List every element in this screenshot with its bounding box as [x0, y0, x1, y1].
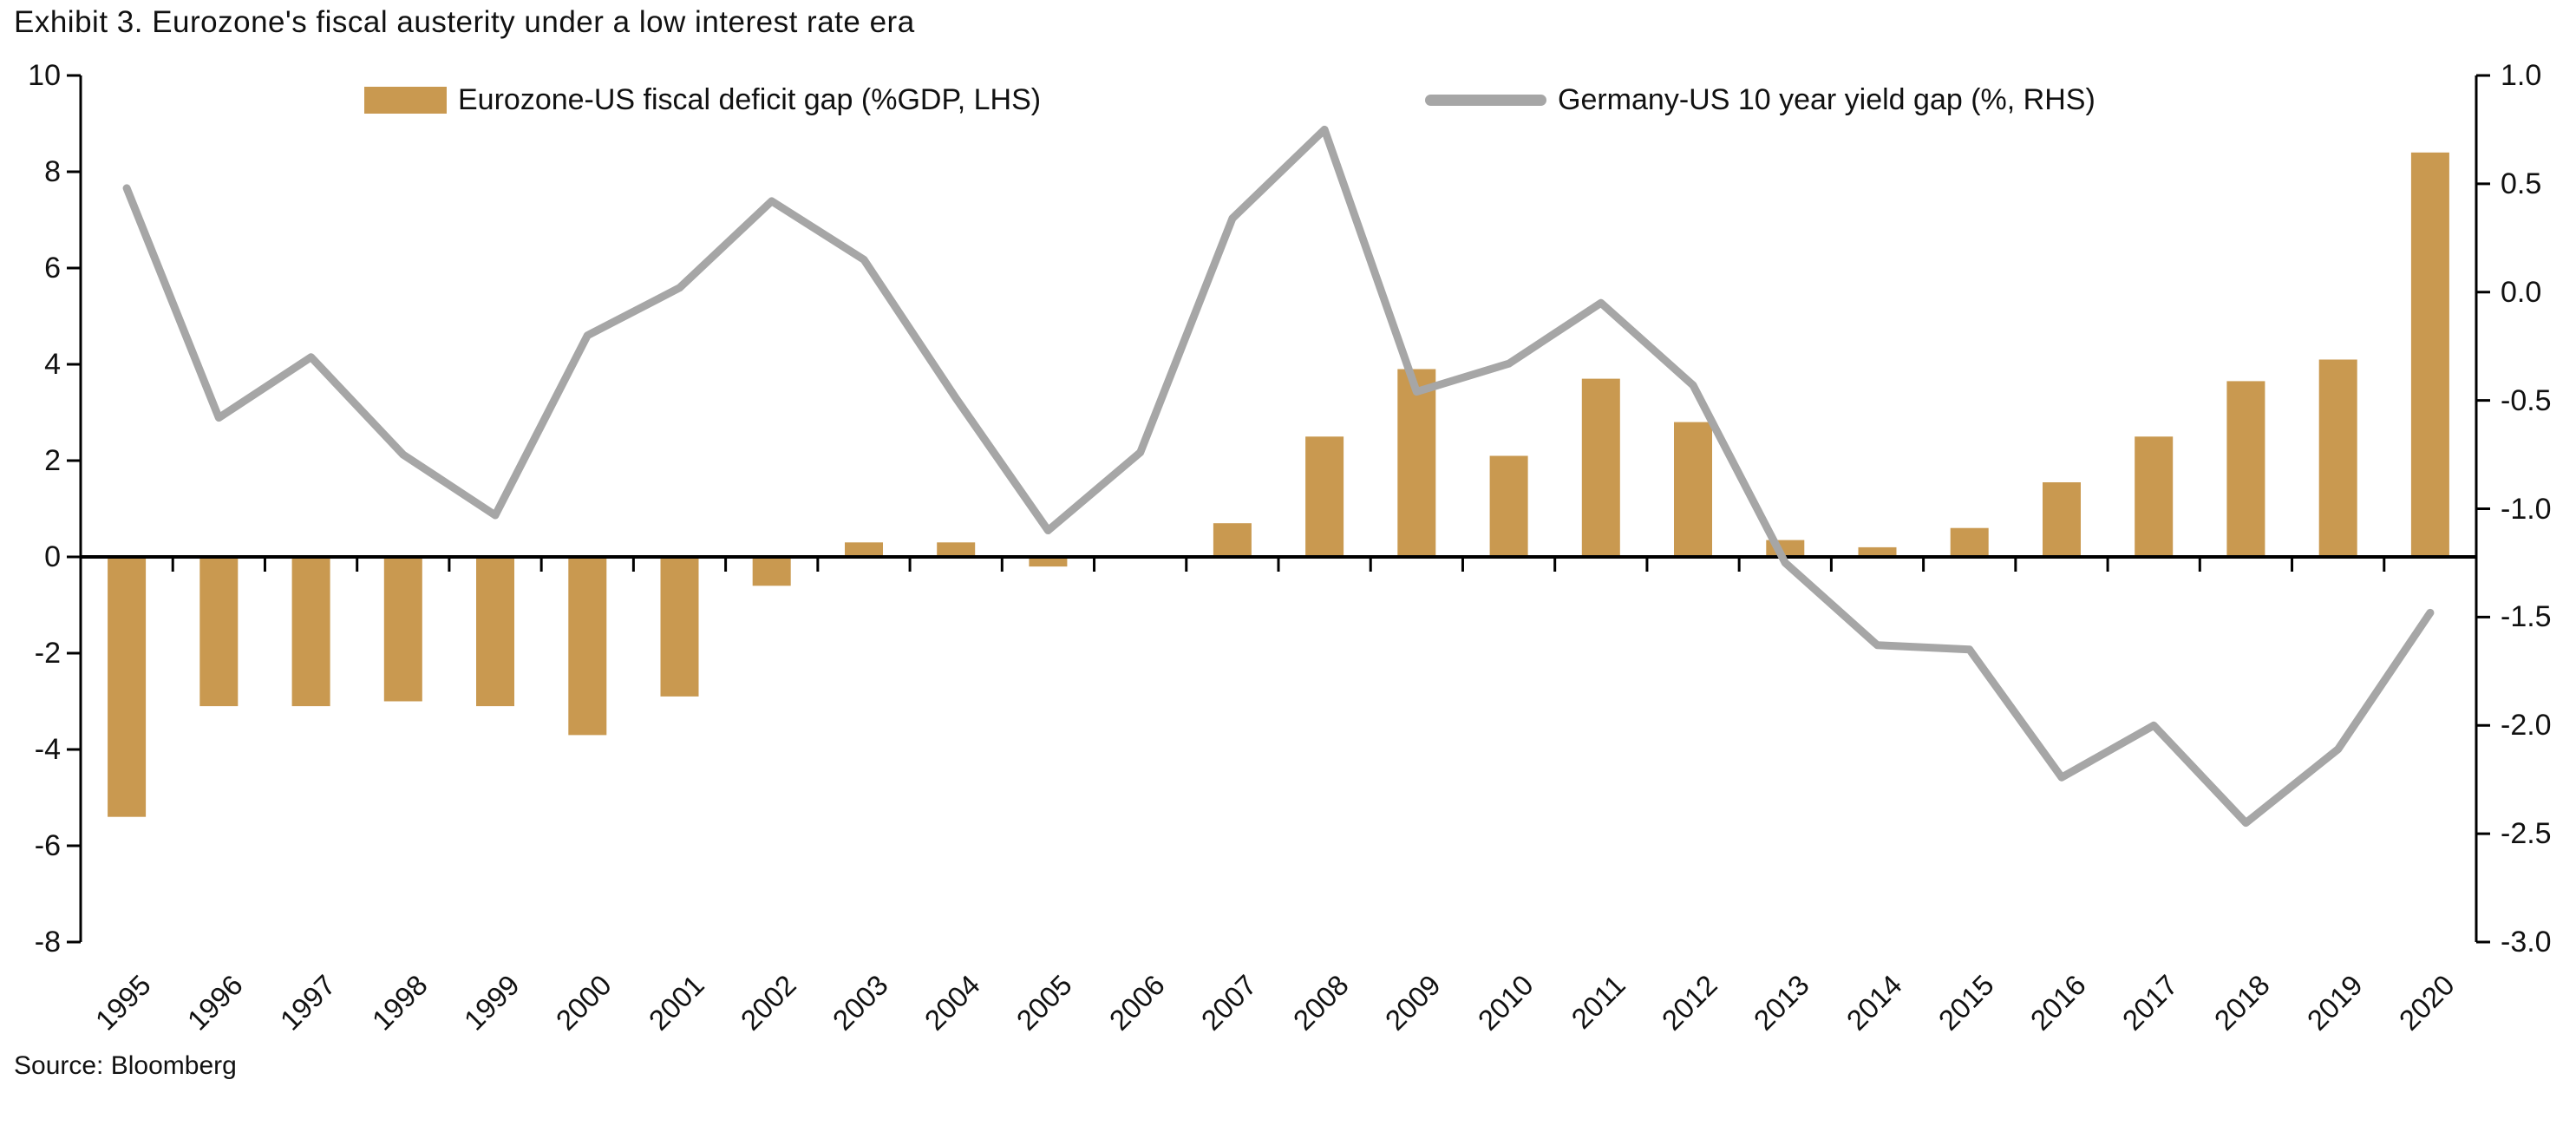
bar-1997 — [291, 557, 330, 707]
bar-1999 — [476, 557, 514, 707]
line-series-swatch-icon — [1425, 94, 1546, 106]
chart-title: Exhibit 3. Eurozone's fiscal austerity u… — [14, 5, 915, 39]
right-axis-label--2.0: -2.0 — [2501, 709, 2552, 743]
bar-1996 — [199, 557, 239, 707]
bar-2008 — [1305, 436, 1344, 558]
right-axis-label-1.0: 1.0 — [2501, 59, 2542, 92]
bar-2020 — [2410, 152, 2449, 558]
legend-entry-fiscal-gap: Eurozone-US fiscal deficit gap (%GDP, LH… — [364, 82, 1041, 118]
left-axis-label--8: -8 — [34, 926, 61, 959]
bar-2010 — [1489, 455, 1528, 558]
bar-2002 — [752, 557, 791, 586]
bar-2018 — [2226, 381, 2265, 557]
bar-2011 — [1581, 378, 1620, 557]
bar-2012 — [1674, 422, 1712, 557]
left-axis-label-4: 4 — [44, 348, 61, 381]
left-axis-label-8: 8 — [44, 155, 61, 188]
bar-series-swatch-icon — [364, 86, 447, 114]
left-axis-label-6: 6 — [44, 252, 61, 285]
bar-2007 — [1213, 523, 1252, 557]
source-note: Source: Bloomberg — [14, 1051, 237, 1080]
bar-2015 — [1950, 527, 1989, 557]
right-axis-label--2.5: -2.5 — [2501, 817, 2552, 851]
bar-1995 — [108, 557, 147, 817]
left-axis-label--2: -2 — [34, 637, 61, 670]
right-axis-label--1.0: -1.0 — [2501, 492, 2552, 526]
bar-2004 — [937, 542, 976, 557]
legend-label-yield-gap: Germany-US 10 year yield gap (%, RHS) — [1558, 82, 2095, 116]
bar-2001 — [660, 557, 699, 697]
right-axis-label-0.0: 0.0 — [2501, 275, 2542, 309]
legend-entry-yield-gap: Germany-US 10 year yield gap (%, RHS) — [1425, 82, 2095, 118]
left-axis-label-2: 2 — [44, 444, 61, 477]
right-axis-label--3.0: -3.0 — [2501, 926, 2552, 959]
yield-gap-line — [122, 125, 2435, 828]
bar-2019 — [2318, 359, 2357, 557]
bar-2005 — [1029, 557, 1068, 567]
left-axis-label-0: 0 — [44, 540, 61, 573]
bar-2003 — [845, 542, 883, 557]
left-axis-label-10: 10 — [28, 59, 61, 92]
right-axis-label--1.5: -1.5 — [2501, 600, 2552, 634]
bar-2014 — [1858, 546, 1897, 557]
left-axis-label--6: -6 — [34, 829, 61, 862]
bar-2016 — [2043, 482, 2081, 557]
bar-1998 — [383, 557, 422, 702]
bar-2009 — [1397, 369, 1436, 557]
right-axis-label-0.5: 0.5 — [2501, 167, 2542, 200]
left-axis-label--4: -4 — [34, 733, 61, 766]
legend-label-fiscal-gap: Eurozone-US fiscal deficit gap (%GDP, LH… — [458, 82, 1042, 116]
bar-2000 — [568, 557, 607, 736]
bar-2017 — [2135, 436, 2174, 558]
right-axis-label--0.5: -0.5 — [2501, 383, 2552, 417]
